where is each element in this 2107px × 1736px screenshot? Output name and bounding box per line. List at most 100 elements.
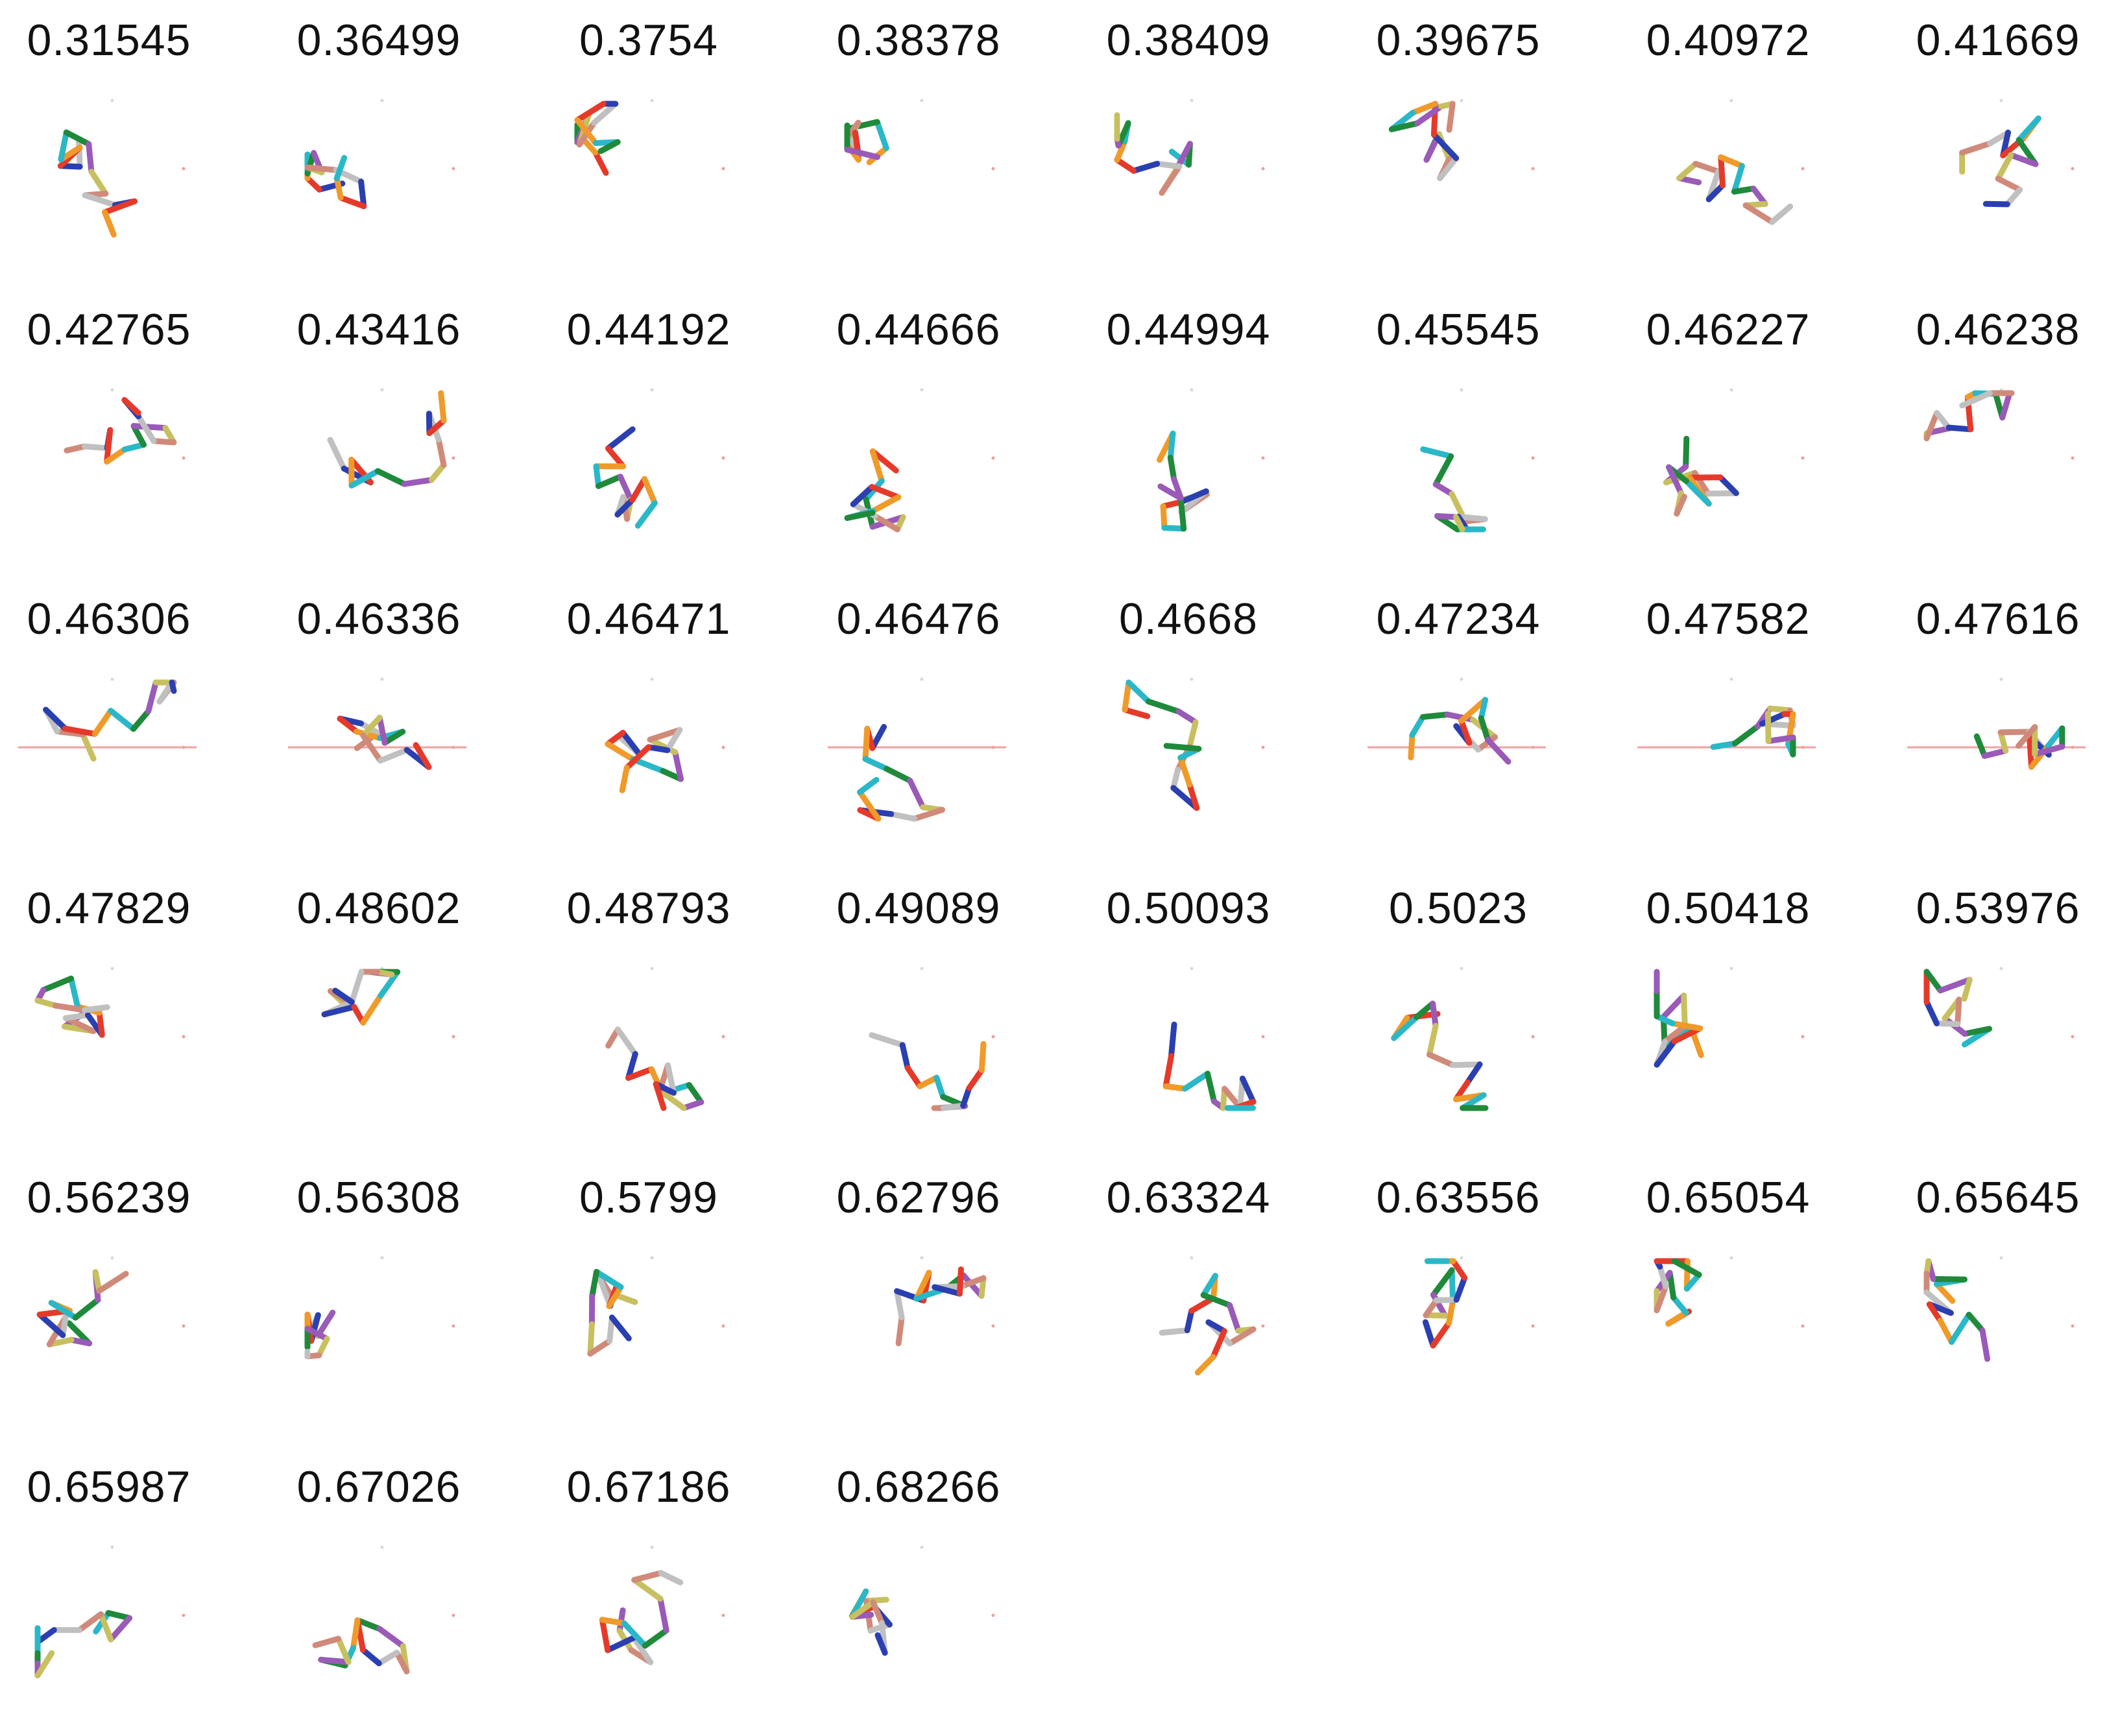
chain-structure-icon — [275, 657, 483, 851]
score-label: 0.48602 — [244, 886, 514, 930]
score-label: 0.46471 — [514, 597, 784, 641]
structure-cell: 0.44192 — [514, 289, 784, 579]
structure-cell: 0.42765 — [0, 289, 244, 579]
score-label: 0.67026 — [244, 1465, 514, 1509]
structure-cell: 0.36499 — [244, 0, 514, 289]
chain-structure-icon — [1624, 367, 1832, 562]
chain-structure-icon — [815, 946, 1022, 1140]
chain-structure-icon — [1894, 657, 2102, 851]
score-label: 0.36499 — [244, 18, 514, 62]
structure-cell: 0.49089 — [784, 868, 1054, 1157]
chain-structure-icon — [815, 367, 1022, 562]
chain-structure-icon — [5, 367, 213, 562]
chain-structure-icon — [275, 1525, 483, 1719]
structure-cell: 0.65645 — [1863, 1157, 2107, 1447]
chain-structure-icon — [275, 1235, 483, 1430]
score-label: 0.5023 — [1323, 886, 1593, 930]
structure-cell: 0.68266 — [784, 1447, 1054, 1736]
score-label: 0.50093 — [1054, 886, 1323, 930]
chain-structure-icon — [1085, 1235, 1292, 1430]
score-label: 0.44994 — [1054, 307, 1323, 352]
chain-structure-icon — [815, 1235, 1022, 1430]
score-label: 0.63556 — [1323, 1175, 1593, 1220]
structure-cell: 0.46471 — [514, 579, 784, 868]
chain-structure-icon — [1894, 946, 2102, 1140]
structure-cell: 0.45545 — [1323, 289, 1593, 579]
structure-cell: 0.44666 — [784, 289, 1054, 579]
score-label: 0.40972 — [1593, 18, 1863, 62]
score-label: 0.65054 — [1593, 1175, 1863, 1220]
structure-cell: 0.46238 — [1863, 289, 2107, 579]
score-label: 0.46336 — [244, 597, 514, 641]
structure-cell: 0.46306 — [0, 579, 244, 868]
structure-cell: 0.3754 — [514, 0, 784, 289]
score-label: 0.62796 — [784, 1175, 1054, 1220]
chain-structure-icon — [275, 78, 483, 272]
chain-structure-icon — [1624, 78, 1832, 272]
score-label: 0.38378 — [784, 18, 1054, 62]
structure-cell: 0.39675 — [1323, 0, 1593, 289]
chain-structure-icon — [815, 78, 1022, 272]
structure-cell: 0.48602 — [244, 868, 514, 1157]
score-label: 0.47234 — [1323, 597, 1593, 641]
score-label: 0.46238 — [1863, 307, 2107, 352]
structure-cell: 0.44994 — [1054, 289, 1323, 579]
structure-cell: 0.53976 — [1863, 868, 2107, 1157]
structure-cell: 0.46336 — [244, 579, 514, 868]
chain-structure-icon — [1624, 1235, 1832, 1430]
score-label: 0.49089 — [784, 886, 1054, 930]
score-label: 0.46227 — [1593, 307, 1863, 352]
chain-structure-icon — [1354, 946, 1562, 1140]
chain-structure-icon — [1624, 946, 1832, 1140]
structure-cell: 0.65054 — [1593, 1157, 1863, 1447]
structure-cell: 0.4668 — [1054, 579, 1323, 868]
chain-structure-icon — [815, 1525, 1022, 1719]
score-label: 0.56308 — [244, 1175, 514, 1220]
score-label: 0.3754 — [514, 18, 784, 62]
score-label: 0.56239 — [0, 1175, 244, 1220]
score-label: 0.4668 — [1054, 597, 1323, 641]
score-label: 0.46476 — [784, 597, 1054, 641]
structure-cell: 0.47829 — [0, 868, 244, 1157]
structure-cell: 0.38409 — [1054, 0, 1323, 289]
chain-structure-icon — [1085, 78, 1292, 272]
chain-structure-icon — [5, 657, 213, 851]
chain-structure-icon — [1354, 657, 1562, 851]
structure-cell: 0.56239 — [0, 1157, 244, 1447]
structure-cell: 0.63324 — [1054, 1157, 1323, 1447]
chain-structure-icon — [5, 946, 213, 1140]
chain-structure-icon — [1085, 367, 1292, 562]
score-label: 0.44666 — [784, 307, 1054, 352]
structure-cell: 0.67026 — [244, 1447, 514, 1736]
structure-cell: 0.47582 — [1593, 579, 1863, 868]
structure-cell: 0.38378 — [784, 0, 1054, 289]
structure-cell: 0.43416 — [244, 289, 514, 579]
chain-structure-icon — [1354, 367, 1562, 562]
chain-structure-icon — [545, 1235, 752, 1430]
score-label: 0.31545 — [0, 18, 244, 62]
score-label: 0.63324 — [1054, 1175, 1323, 1220]
structure-cell: 0.47234 — [1323, 579, 1593, 868]
chain-structure-icon — [1085, 946, 1292, 1140]
structure-cell: 0.62796 — [784, 1157, 1054, 1447]
score-label: 0.53976 — [1863, 886, 2107, 930]
score-label: 0.46306 — [0, 597, 244, 641]
structure-cell: 0.48793 — [514, 868, 784, 1157]
structure-cell: 0.31545 — [0, 0, 244, 289]
chain-structure-icon — [545, 1525, 752, 1719]
structure-cell: 0.46227 — [1593, 289, 1863, 579]
score-label: 0.44192 — [514, 307, 784, 352]
score-label: 0.47616 — [1863, 597, 2107, 641]
chain-structure-icon — [1894, 78, 2102, 272]
chain-structure-icon — [275, 946, 483, 1140]
score-label: 0.41669 — [1863, 18, 2107, 62]
score-label: 0.39675 — [1323, 18, 1593, 62]
score-label: 0.47829 — [0, 886, 244, 930]
chain-structure-icon — [5, 1525, 213, 1719]
structure-cell: 0.5023 — [1323, 868, 1593, 1157]
structure-cell: 0.47616 — [1863, 579, 2107, 868]
structure-cell: 0.40972 — [1593, 0, 1863, 289]
score-label: 0.50418 — [1593, 886, 1863, 930]
chain-structure-icon — [5, 78, 213, 272]
chain-structure-icon — [275, 367, 483, 562]
